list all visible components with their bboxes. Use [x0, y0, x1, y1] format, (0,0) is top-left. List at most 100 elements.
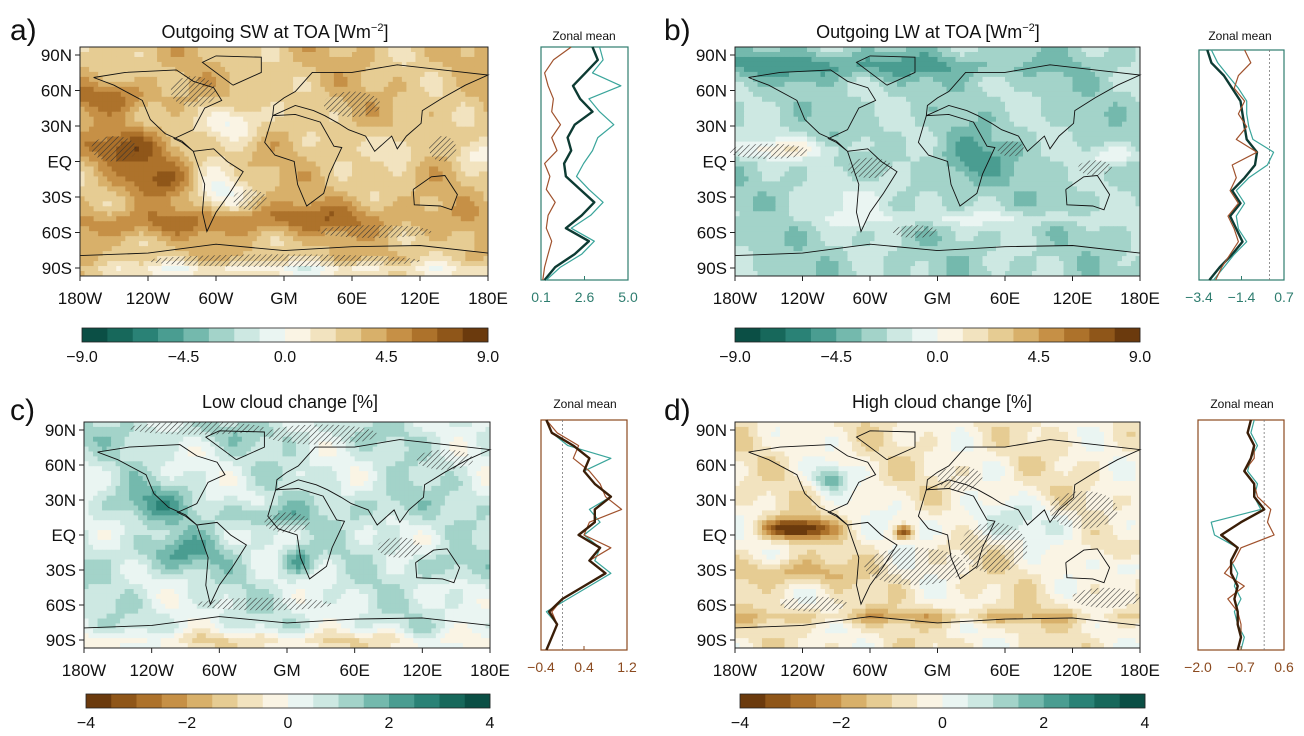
heatmap-cell — [460, 56, 466, 63]
heatmap-cell — [429, 116, 435, 123]
heatmap-cell — [202, 271, 208, 277]
heatmap-cell — [148, 251, 154, 257]
heatmap-cell — [202, 136, 208, 143]
heatmap-cell — [234, 91, 240, 98]
heatmap-cell — [429, 206, 435, 212]
heatmap-cell — [247, 176, 253, 182]
heatmap-cell — [1081, 66, 1087, 73]
heatmap-cell — [438, 271, 444, 277]
heatmap-cell — [152, 181, 158, 187]
heatmap-cell — [143, 166, 149, 172]
heatmap-cell — [102, 116, 108, 123]
heatmap-cell — [157, 141, 163, 148]
heatmap-cell — [406, 271, 412, 277]
heatmap-cell — [288, 171, 294, 177]
heatmap-cell — [206, 56, 212, 63]
heatmap-cell — [179, 51, 185, 58]
heatmap-cell — [111, 91, 117, 98]
heatmap-cell — [483, 261, 489, 267]
zonal-mean-frame — [540, 46, 629, 281]
heatmap-cell — [379, 191, 385, 197]
heatmap-cell — [125, 101, 131, 108]
heatmap-cell — [102, 101, 108, 108]
heatmap-cell — [297, 66, 303, 73]
heatmap-cell — [338, 266, 344, 272]
heatmap-cell — [315, 116, 321, 123]
heatmap-cell — [84, 271, 90, 277]
heatmap-cell — [306, 131, 312, 138]
heatmap-cell — [483, 201, 489, 207]
heatmap-cell — [302, 156, 308, 162]
heatmap-cell — [80, 161, 86, 167]
heatmap-cell — [216, 136, 222, 143]
heatmap-cell — [197, 161, 203, 167]
heatmap-cell — [469, 266, 475, 272]
heatmap-cell — [206, 76, 212, 83]
heatmap-cell — [438, 191, 444, 197]
heatmap-cell — [969, 76, 974, 83]
heatmap-cell — [361, 121, 367, 128]
colorbar-swatch — [285, 328, 311, 342]
heatmap-cell — [955, 47, 961, 53]
heatmap-cell — [302, 47, 308, 53]
heatmap-cell — [234, 126, 240, 133]
heatmap-cell — [252, 171, 258, 177]
heatmap-cell — [116, 241, 122, 247]
heatmap-cell — [451, 106, 457, 113]
heatmap-cell — [302, 121, 308, 128]
heatmap-cell — [415, 116, 421, 123]
heatmap-cell — [342, 176, 348, 182]
heatmap-cell — [179, 226, 185, 232]
heatmap-cell — [311, 151, 317, 158]
heatmap-cell — [465, 236, 471, 242]
heatmap-cell — [361, 271, 367, 277]
heatmap-cell — [1068, 51, 1073, 58]
heatmap-cell — [284, 146, 290, 153]
heatmap-cell — [170, 121, 176, 128]
heatmap-cell — [179, 156, 185, 162]
heatmap-cell — [166, 146, 172, 153]
heatmap-cell — [261, 106, 267, 113]
heatmap-cell — [197, 231, 203, 237]
heatmap-cell — [311, 211, 317, 217]
heatmap-cell — [383, 166, 389, 172]
heatmap-cell — [157, 116, 163, 123]
heatmap-cell — [942, 76, 947, 83]
heatmap-cell — [270, 66, 276, 73]
heatmap-cell — [924, 56, 929, 63]
heatmap-cell — [478, 106, 484, 113]
heatmap-cell — [302, 241, 308, 247]
heatmap-cell — [410, 211, 416, 217]
heatmap-cell — [401, 141, 407, 148]
heatmap-cell — [392, 96, 398, 103]
heatmap-cell — [420, 51, 426, 58]
heatmap-cell — [279, 91, 285, 98]
heatmap-cell — [311, 51, 317, 58]
heatmap-cell — [320, 141, 326, 148]
heatmap-cell — [111, 211, 117, 217]
heatmap-cell — [374, 71, 380, 78]
heatmap-cell — [451, 156, 457, 162]
heatmap-cell — [170, 191, 176, 197]
heatmap-cell — [179, 146, 185, 153]
heatmap-cell — [784, 56, 790, 63]
heatmap-cell — [270, 116, 276, 123]
heatmap-cell — [469, 86, 475, 93]
heatmap-cell — [138, 116, 144, 123]
heatmap-cell — [84, 171, 90, 177]
heatmap-cell — [1122, 76, 1127, 83]
heatmap-cell — [256, 186, 262, 192]
heatmap-cell — [342, 141, 348, 148]
heatmap-cell — [388, 266, 394, 272]
heatmap-cell — [469, 126, 475, 133]
heatmap-cell — [748, 61, 754, 68]
heatmap-cell — [279, 61, 285, 68]
heatmap-cell — [456, 241, 462, 247]
heatmap-cell — [125, 191, 131, 197]
heatmap-cell — [365, 206, 371, 212]
heatmap-cell — [211, 166, 217, 172]
heatmap-cell — [220, 131, 226, 138]
heatmap-cell — [766, 76, 772, 83]
heatmap-cell — [1077, 51, 1082, 58]
heatmap-cell — [1122, 71, 1127, 78]
